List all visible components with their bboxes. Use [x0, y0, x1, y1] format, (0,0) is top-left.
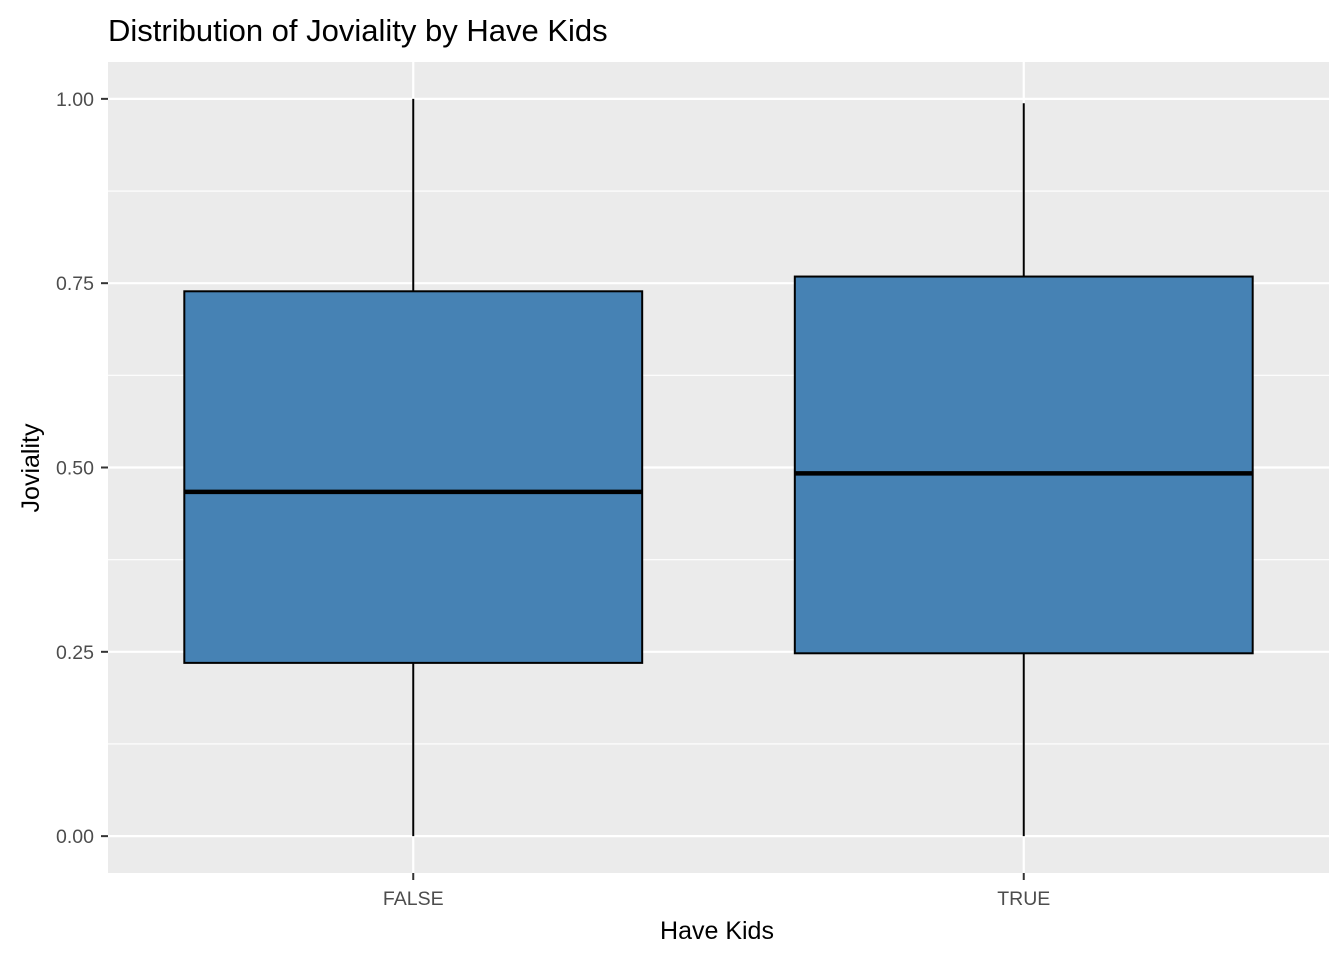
x-axis: FALSE TRUE: [383, 873, 1050, 910]
box-false: [183, 98, 644, 837]
y-tick-label: 0.00: [56, 826, 94, 848]
y-axis-title: Joviality: [17, 423, 45, 512]
box-iqr: [183, 290, 644, 664]
y-tick-label: 0.50: [56, 458, 94, 480]
x-axis-title: Have Kids: [660, 917, 774, 945]
y-tick-label: 0.75: [56, 273, 94, 295]
box-series: [183, 98, 1254, 837]
x-tick-label: TRUE: [997, 888, 1050, 910]
y-tick-label: 0.25: [56, 642, 94, 664]
box-true: [793, 103, 1254, 837]
box-iqr: [793, 275, 1254, 655]
y-tick-label: 1.00: [56, 89, 94, 111]
y-axis: 0.00 0.25 0.50 0.75 1.00: [56, 89, 108, 848]
x-tick-label: FALSE: [383, 888, 444, 910]
chart-title: Distribution of Joviality by Have Kids: [108, 13, 608, 48]
